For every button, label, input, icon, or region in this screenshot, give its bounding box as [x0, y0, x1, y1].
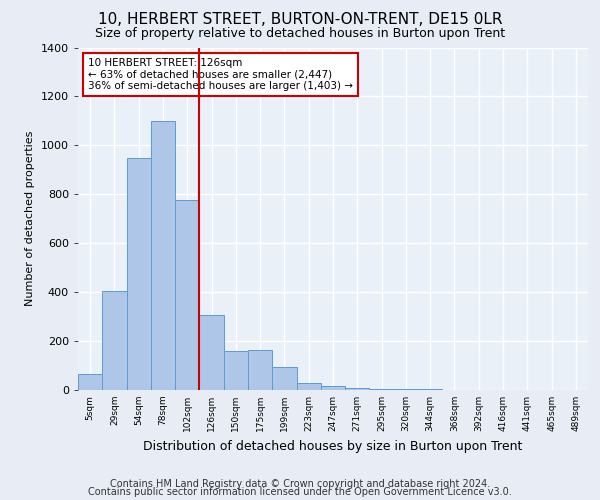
- Bar: [272, 367, 296, 390]
- Bar: [248, 350, 272, 390]
- Bar: [151, 121, 175, 390]
- Bar: [127, 158, 151, 390]
- Bar: [394, 389, 418, 390]
- X-axis label: Distribution of detached houses by size in Burton upon Trent: Distribution of detached houses by size …: [143, 440, 523, 452]
- Y-axis label: Number of detached properties: Number of detached properties: [25, 131, 35, 306]
- Bar: [199, 316, 224, 390]
- Text: 10, HERBERT STREET, BURTON-ON-TRENT, DE15 0LR: 10, HERBERT STREET, BURTON-ON-TRENT, DE1…: [98, 12, 502, 28]
- Text: Size of property relative to detached houses in Burton upon Trent: Size of property relative to detached ho…: [95, 28, 505, 40]
- Bar: [296, 382, 321, 390]
- Bar: [102, 291, 127, 390]
- Text: Contains public sector information licensed under the Open Government Licence v3: Contains public sector information licen…: [88, 487, 512, 497]
- Bar: [345, 388, 370, 390]
- Bar: [224, 351, 248, 390]
- Text: Contains HM Land Registry data © Crown copyright and database right 2024.: Contains HM Land Registry data © Crown c…: [110, 479, 490, 489]
- Bar: [78, 374, 102, 390]
- Text: 10 HERBERT STREET: 126sqm
← 63% of detached houses are smaller (2,447)
36% of se: 10 HERBERT STREET: 126sqm ← 63% of detac…: [88, 58, 353, 91]
- Bar: [370, 389, 394, 390]
- Bar: [321, 386, 345, 390]
- Bar: [175, 200, 199, 390]
